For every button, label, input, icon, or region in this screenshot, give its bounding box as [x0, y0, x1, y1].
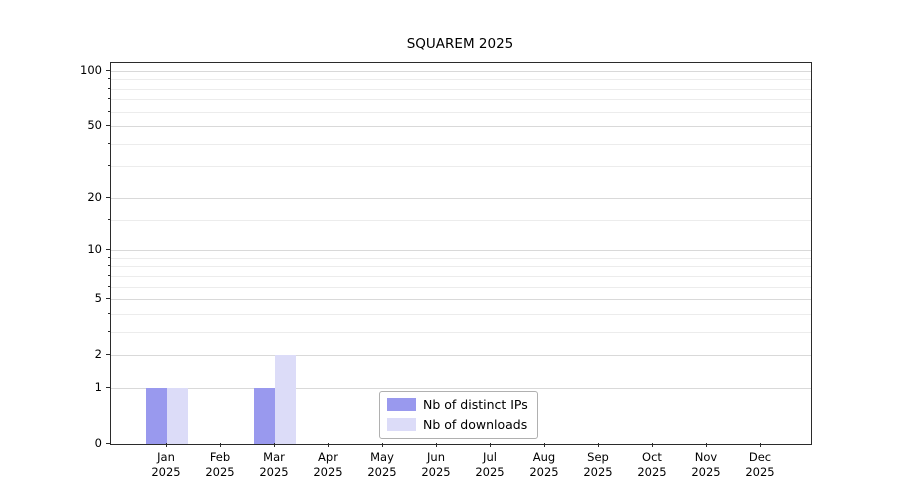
y-minor-tick-mark — [108, 110, 110, 112]
y-tick-mark — [106, 249, 110, 251]
x-tick-mark — [436, 443, 437, 447]
gridline-major — [111, 197, 811, 199]
x-tick-label: Aug 2025 — [529, 450, 559, 479]
bar-downloads — [275, 355, 296, 444]
gridline-minor — [111, 99, 811, 101]
y-tick-mark — [106, 443, 110, 444]
y-tick-mark — [106, 354, 110, 356]
bar-downloads — [167, 387, 188, 444]
x-tick-label: Mar 2025 — [259, 450, 289, 479]
x-tick-label: May 2025 — [367, 450, 397, 479]
y-minor-tick-mark — [108, 78, 110, 80]
x-tick-label: Nov 2025 — [691, 450, 721, 479]
gridline-minor — [111, 257, 811, 259]
y-tick-label: 2 — [94, 347, 102, 362]
x-tick-label: Jan 2025 — [151, 450, 181, 479]
y-minor-tick-mark — [108, 256, 110, 258]
legend-swatch-distinct-ips — [387, 398, 416, 411]
y-tick-label: 50 — [87, 118, 102, 133]
y-minor-tick-mark — [108, 98, 110, 100]
y-tick-label: 100 — [80, 63, 102, 77]
x-tick-mark — [274, 443, 275, 447]
bar-distinct-ips — [254, 387, 275, 444]
plot-area: Nb of distinct IPs Nb of downloads — [110, 62, 812, 445]
legend-label-distinct-ips: Nb of distinct IPs — [423, 397, 528, 412]
gridline-minor — [111, 266, 811, 268]
x-tick-mark — [652, 443, 653, 447]
gridline-minor — [111, 313, 811, 315]
y-tick-mark — [106, 70, 110, 71]
x-tick-mark — [760, 443, 761, 447]
gridline-major — [111, 387, 811, 389]
y-minor-tick-mark — [108, 165, 110, 167]
legend-item-distinct-ips: Nb of distinct IPs — [387, 397, 528, 412]
y-minor-tick-mark — [108, 87, 110, 89]
gridline-minor — [111, 79, 811, 81]
x-tick-mark — [382, 443, 383, 447]
y-tick-label: 5 — [94, 291, 102, 306]
gridline-major — [111, 126, 811, 128]
y-tick-label: 1 — [94, 379, 102, 394]
gridline-minor — [111, 166, 811, 168]
gridline-major — [111, 299, 811, 301]
gridline-major — [111, 71, 811, 72]
y-minor-tick-mark — [108, 285, 110, 287]
gridline-minor — [111, 286, 811, 288]
x-tick-mark — [166, 443, 167, 447]
y-minor-tick-mark — [108, 274, 110, 276]
x-tick-label: Oct 2025 — [637, 450, 667, 479]
gridline-minor — [111, 88, 811, 90]
gridline-minor — [111, 275, 811, 277]
y-tick-mark — [106, 298, 110, 300]
x-tick-mark — [544, 443, 545, 447]
x-tick-label: Jul 2025 — [475, 450, 505, 479]
gridline-minor — [111, 219, 811, 221]
y-minor-tick-mark — [108, 312, 110, 314]
bar-distinct-ips — [146, 387, 167, 444]
y-tick-mark — [106, 386, 110, 388]
x-tick-mark — [706, 443, 707, 447]
x-tick-mark — [598, 443, 599, 447]
chart-title: SQUAREM 2025 — [406, 36, 514, 52]
gridline-major — [111, 355, 811, 357]
y-minor-tick-mark — [108, 218, 110, 220]
y-tick-label: 20 — [87, 189, 102, 204]
x-tick-label: Sep 2025 — [583, 450, 613, 479]
legend: Nb of distinct IPs Nb of downloads — [379, 391, 538, 439]
x-tick-mark — [328, 443, 329, 447]
x-tick-mark — [220, 443, 221, 447]
y-tick-label: 0 — [94, 436, 102, 450]
y-minor-tick-mark — [108, 330, 110, 332]
x-tick-label: Feb 2025 — [205, 450, 235, 479]
x-tick-label: Jun 2025 — [421, 450, 451, 479]
x-tick-label: Apr 2025 — [313, 450, 343, 479]
y-minor-tick-mark — [108, 265, 110, 267]
gridline-major — [111, 250, 811, 252]
gridline-minor — [111, 111, 811, 113]
y-tick-mark — [106, 196, 110, 198]
gridline-minor — [111, 331, 811, 333]
legend-label-downloads: Nb of downloads — [423, 417, 528, 432]
x-tick-label: Dec 2025 — [745, 450, 775, 479]
legend-swatch-downloads — [387, 418, 416, 431]
y-tick-label: 10 — [87, 242, 102, 257]
x-tick-mark — [490, 443, 491, 447]
y-tick-mark — [106, 125, 110, 127]
gridline-minor — [111, 143, 811, 145]
legend-item-downloads: Nb of downloads — [387, 417, 528, 432]
y-minor-tick-mark — [108, 142, 110, 144]
